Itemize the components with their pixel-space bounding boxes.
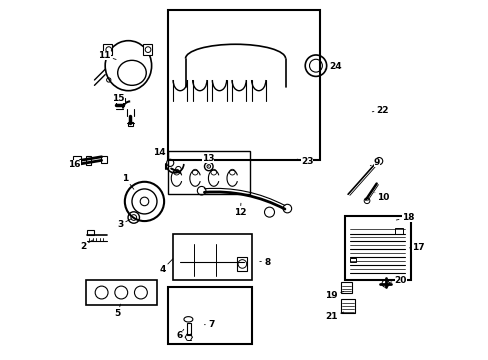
Bar <box>167 10 319 160</box>
Bar <box>237 257 247 271</box>
Bar <box>167 287 251 344</box>
Text: 16: 16 <box>68 161 84 170</box>
Bar <box>114 98 124 102</box>
Text: 19: 19 <box>325 291 343 300</box>
Text: 24: 24 <box>325 62 342 71</box>
Text: 7: 7 <box>204 320 214 329</box>
Bar <box>142 44 151 55</box>
Bar <box>128 122 132 126</box>
Bar <box>87 230 94 235</box>
Bar <box>101 156 107 163</box>
Text: 9: 9 <box>369 158 379 167</box>
Bar <box>340 298 354 313</box>
Text: 4: 4 <box>159 259 173 274</box>
Bar <box>394 228 403 234</box>
Bar <box>85 280 157 305</box>
Text: 20: 20 <box>388 275 406 284</box>
Bar <box>344 216 410 280</box>
Text: 3: 3 <box>117 219 131 229</box>
Text: 17: 17 <box>408 243 424 252</box>
Text: 22: 22 <box>371 106 388 115</box>
Text: 8: 8 <box>259 258 270 267</box>
Bar <box>73 157 81 163</box>
Bar <box>173 234 251 280</box>
Bar <box>186 323 190 336</box>
Text: 11: 11 <box>98 51 116 60</box>
Text: 18: 18 <box>395 213 413 222</box>
Text: 10: 10 <box>374 193 389 202</box>
Text: 21: 21 <box>325 312 343 321</box>
Text: 2: 2 <box>80 240 93 251</box>
Bar <box>167 152 249 194</box>
Bar <box>85 156 91 165</box>
Text: 5: 5 <box>114 304 121 319</box>
Bar <box>349 258 356 262</box>
Text: 6: 6 <box>176 329 183 340</box>
Text: 15: 15 <box>112 94 125 107</box>
Text: 13: 13 <box>202 154 214 166</box>
Text: 12: 12 <box>233 203 246 217</box>
Bar <box>340 282 351 293</box>
Text: 1: 1 <box>122 174 134 189</box>
Bar <box>103 44 112 55</box>
Text: 14: 14 <box>152 148 168 157</box>
Text: 23: 23 <box>297 157 313 166</box>
